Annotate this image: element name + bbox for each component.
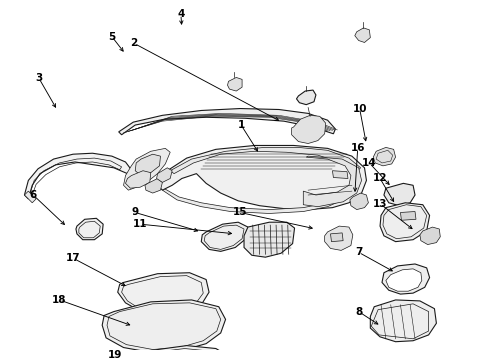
- Polygon shape: [123, 148, 170, 190]
- Polygon shape: [162, 189, 355, 213]
- Polygon shape: [24, 191, 36, 203]
- Ellipse shape: [174, 315, 205, 343]
- Text: 14: 14: [362, 158, 377, 168]
- Text: 19: 19: [108, 350, 122, 360]
- Polygon shape: [118, 273, 209, 315]
- Polygon shape: [24, 153, 131, 199]
- Polygon shape: [384, 183, 415, 206]
- Polygon shape: [420, 227, 441, 244]
- Polygon shape: [370, 300, 437, 342]
- Text: 7: 7: [355, 247, 363, 257]
- Polygon shape: [373, 147, 395, 166]
- Text: 17: 17: [66, 253, 80, 263]
- Polygon shape: [350, 193, 368, 210]
- Polygon shape: [157, 168, 172, 183]
- Polygon shape: [355, 28, 370, 42]
- Polygon shape: [145, 179, 162, 193]
- Ellipse shape: [132, 315, 163, 343]
- Text: 2: 2: [131, 39, 138, 49]
- Polygon shape: [135, 154, 160, 176]
- Polygon shape: [303, 156, 362, 207]
- Polygon shape: [386, 269, 422, 291]
- Text: 9: 9: [132, 207, 139, 217]
- Text: 1: 1: [238, 120, 245, 130]
- Polygon shape: [332, 171, 348, 179]
- Polygon shape: [400, 212, 416, 220]
- Polygon shape: [201, 222, 248, 251]
- Polygon shape: [76, 218, 103, 240]
- Text: 13: 13: [373, 199, 387, 209]
- Text: 16: 16: [350, 143, 365, 153]
- Text: 15: 15: [233, 207, 247, 217]
- Text: 4: 4: [177, 9, 185, 19]
- Text: 11: 11: [133, 219, 147, 229]
- Polygon shape: [227, 77, 242, 91]
- Polygon shape: [125, 346, 233, 360]
- Text: 12: 12: [373, 174, 387, 184]
- Polygon shape: [325, 226, 353, 251]
- Polygon shape: [330, 233, 343, 242]
- Polygon shape: [125, 171, 151, 188]
- Polygon shape: [158, 145, 367, 210]
- Polygon shape: [380, 203, 430, 242]
- Polygon shape: [102, 300, 225, 352]
- Text: 8: 8: [355, 307, 362, 316]
- Text: 6: 6: [29, 190, 37, 200]
- Polygon shape: [382, 264, 430, 294]
- Text: 5: 5: [108, 32, 116, 42]
- Text: 3: 3: [35, 73, 43, 84]
- Polygon shape: [296, 90, 316, 105]
- Polygon shape: [244, 222, 294, 257]
- Polygon shape: [119, 108, 335, 135]
- Polygon shape: [292, 115, 326, 144]
- Polygon shape: [170, 147, 361, 174]
- Text: 18: 18: [52, 295, 67, 305]
- Text: 10: 10: [352, 104, 367, 113]
